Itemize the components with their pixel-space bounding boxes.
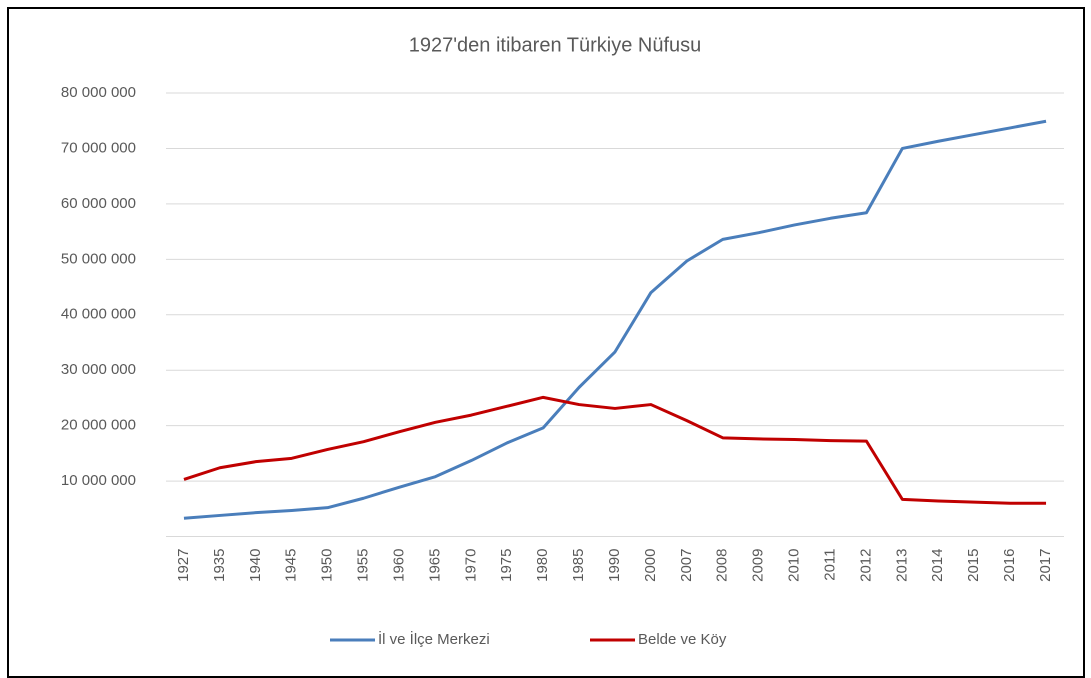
x-tick-label: 1935: [211, 549, 228, 582]
x-tick-label: 1955: [355, 549, 372, 582]
x-tick-label: 2000: [642, 549, 659, 582]
legend-label: İl ve İlçe Merkezi: [378, 630, 490, 648]
y-tick-label: 70 000 000: [61, 139, 136, 156]
y-tick-label: 50 000 000: [61, 250, 136, 267]
x-tick-label: 1965: [426, 549, 443, 582]
y-tick-label: 80 000 000: [61, 84, 136, 101]
x-tick-label: 2013: [893, 549, 910, 582]
series-line: [183, 119, 1047, 520]
x-tick-label: 2016: [1001, 549, 1018, 582]
legend-label: Belde ve Köy: [638, 631, 727, 648]
y-tick-label: 10 000 000: [61, 472, 136, 489]
x-tick-label: 2007: [678, 549, 695, 582]
chart-title: 1927'den itibaren Türkiye Nüfusu: [409, 34, 702, 56]
x-tick-label: 2017: [1037, 549, 1054, 582]
x-tick-label: 1945: [283, 549, 300, 582]
x-tick-label: 2014: [929, 549, 946, 582]
x-tick-label: 1927: [175, 549, 192, 582]
y-tick-label: 30 000 000: [61, 361, 136, 378]
x-tick-label: 2015: [965, 549, 982, 582]
y-tick-label: 60 000 000: [61, 195, 136, 212]
x-tick-label: 2010: [786, 549, 803, 582]
x-tick-label: 1975: [498, 549, 515, 582]
x-tick-label: 2008: [714, 549, 731, 582]
x-tick-label: 1950: [319, 549, 336, 582]
x-tick-label: 1980: [534, 549, 551, 582]
x-tick-label: 1940: [247, 549, 264, 582]
chart-frame: [7, 7, 1085, 678]
x-tick-label: 2012: [857, 549, 874, 582]
x-tick-label: 1960: [390, 549, 407, 582]
series-line: [183, 395, 1047, 505]
y-tick-label: 40 000 000: [61, 306, 136, 323]
x-tick-label: 1970: [462, 549, 479, 582]
x-tick-label: 2011: [821, 549, 838, 581]
x-tick-label: 2009: [750, 549, 767, 582]
x-tick-label: 1985: [570, 549, 587, 582]
y-tick-label: 20 000 000: [61, 417, 136, 434]
x-tick-label: 1990: [606, 549, 623, 582]
